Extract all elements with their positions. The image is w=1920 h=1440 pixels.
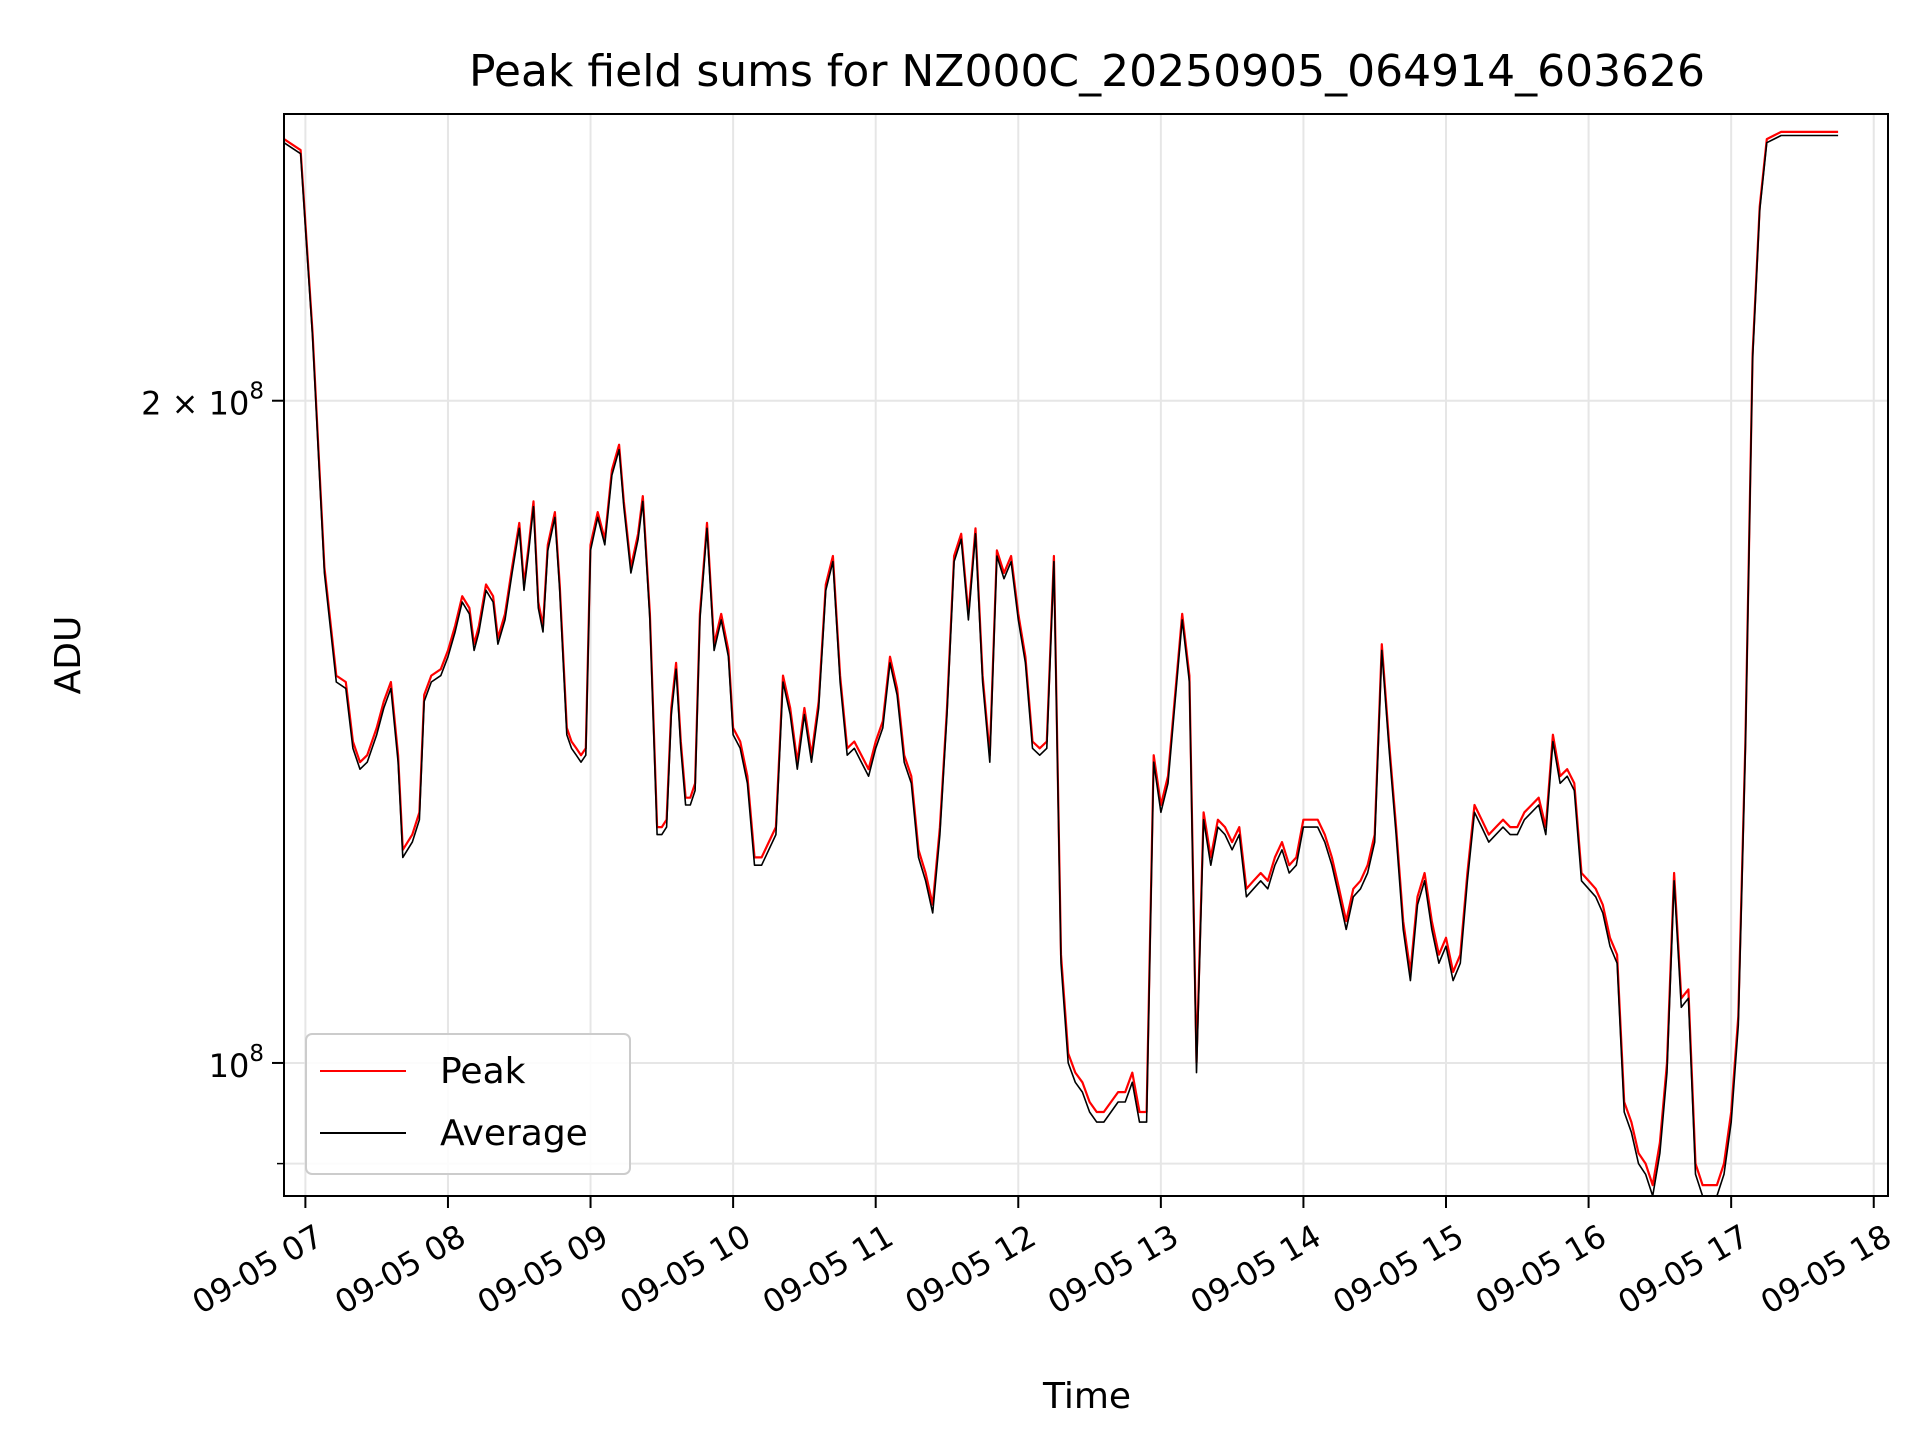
legend: Peak Average — [305, 1033, 631, 1175]
plot-frame — [283, 113, 1889, 1197]
series-layer — [283, 130, 1839, 1197]
chart-title: Peak field sums for NZ000C_20250905_0649… — [469, 46, 1705, 97]
y-axis-ticks: 108 2 × 108 — [141, 379, 284, 1165]
legend-label-average: Average — [440, 1113, 588, 1154]
grid — [284, 114, 1888, 1196]
y-tick-label: 108 — [209, 1041, 264, 1085]
y-tick-label: 2 × 108 — [141, 379, 264, 423]
legend-label-peak: Peak — [440, 1051, 526, 1092]
series-line-average — [283, 134, 1839, 1197]
y-axis-label: ADU — [48, 616, 89, 695]
legend-box — [305, 1033, 631, 1175]
x-axis-label: Time — [1042, 1376, 1131, 1417]
